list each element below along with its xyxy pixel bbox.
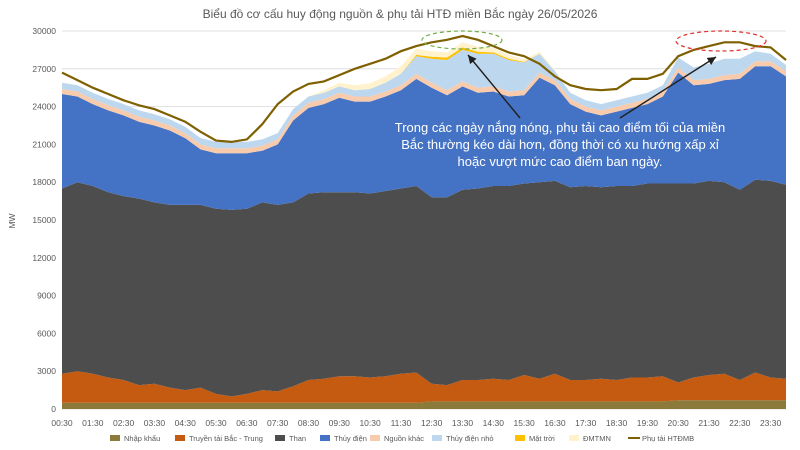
legend-swatch	[569, 435, 579, 441]
annotation-arrow-noon	[467, 54, 521, 119]
legend-swatch	[320, 435, 330, 441]
y-tick-label: 12000	[32, 253, 56, 263]
x-ticks: 00:30 01:30 02:30 03:30 04:30 05:30 06:30 07:30…	[51, 418, 781, 428]
highlight-ellipse-evening	[675, 30, 767, 52]
x-tick-label: 06:30	[236, 418, 258, 428]
area-series-5	[62, 49, 786, 149]
legend-swatch	[370, 435, 380, 441]
x-tick-label: 22:30	[729, 418, 751, 428]
legend: Nhập khẩu Truyền tải Bắc - Trung Than Thủy …	[110, 434, 694, 443]
x-tick-label: 16:30	[544, 418, 566, 428]
x-tick-label: 18:30	[606, 418, 628, 428]
legend-label: Truyền tải Bắc - Trung	[189, 434, 263, 443]
legend-swatch	[275, 435, 285, 441]
x-tick-label: 05:30	[205, 418, 227, 428]
annotation-arrow-evening	[619, 56, 717, 119]
legend-item: Mặt trời	[515, 434, 555, 443]
y-tick-label: 6000	[37, 328, 56, 338]
legend-swatch	[175, 435, 185, 441]
y-tick-label: 0	[51, 404, 56, 414]
load-line-layer	[61, 34, 787, 144]
legend-item: Than	[275, 434, 306, 443]
area-layer	[62, 42, 786, 409]
legend-label: Nhập khẩu	[124, 434, 160, 443]
y-tick-label: 30000	[32, 26, 56, 36]
area-series-2	[62, 179, 786, 397]
area-series-0	[62, 400, 786, 409]
x-tick-label: 12:30	[421, 418, 443, 428]
x-tick-label: 11:30	[391, 418, 412, 428]
y-tick-label: 27000	[32, 64, 56, 74]
y-tick-label: 3000	[37, 366, 56, 376]
annotation-text: Trong các ngày nắng nóng, phụ tải cao đi…	[395, 120, 726, 169]
legend-swatch	[515, 435, 525, 441]
legend-item: Thủy điện nhỏ	[432, 434, 494, 443]
x-tick-label: 17:30	[575, 418, 597, 428]
legend-label: Phụ tải HTĐMB	[642, 434, 694, 443]
highlight-ellipse-noon	[421, 30, 503, 50]
x-tick-label: 09:30	[329, 418, 351, 428]
x-tick-label: 08:30	[298, 418, 320, 428]
area-series-3	[62, 66, 786, 210]
legend-item: Truyền tải Bắc - Trung	[175, 434, 263, 443]
x-tick-label: 00:30	[51, 418, 73, 428]
x-tick-label: 14:30	[483, 418, 505, 428]
x-tick-label: 03:30	[144, 418, 166, 428]
x-tick-label: 07:30	[267, 418, 289, 428]
x-tick-label: 20:30	[668, 418, 690, 428]
x-tick-label: 02:30	[113, 418, 135, 428]
chart-title: Biểu đồ cơ cấu huy động nguồn & phụ tải …	[203, 6, 598, 21]
y-tick-label: 21000	[32, 139, 56, 149]
x-tick-label: 04:30	[175, 418, 197, 428]
legend-label: Thủy điện nhỏ	[446, 434, 494, 443]
y-ticks: 0 3000 6000 9000 12000 15000 18000 21000 24000 27…	[32, 26, 56, 414]
area-series-4	[62, 61, 786, 154]
y-tick-label: 15000	[32, 215, 56, 225]
area-series-1	[62, 371, 786, 403]
y-tick-label: 9000	[37, 291, 56, 301]
legend-swatch	[432, 435, 442, 441]
x-tick-label: 23:30	[760, 418, 782, 428]
x-tick-label: 15:30	[513, 418, 535, 428]
annotation-layer: Trong các ngày nắng nóng, phụ tải cao đi…	[395, 30, 767, 169]
legend-label: ĐMTMN	[583, 434, 611, 443]
x-tick-label: 19:30	[637, 418, 659, 428]
y-axis-label: MW	[7, 213, 17, 228]
legend-item: Nguồn khác	[370, 434, 424, 443]
legend-label: Nguồn khác	[384, 434, 424, 443]
y-tick-label: 24000	[32, 102, 56, 112]
x-tick-label: 01:30	[82, 418, 104, 428]
legend-label: Thủy điện	[334, 434, 367, 443]
legend-item: Phụ tải HTĐMB	[628, 434, 694, 443]
x-tick-label: 10:30	[359, 418, 381, 428]
legend-item: Thủy điện	[320, 434, 367, 443]
x-tick-label: 21:30	[698, 418, 720, 428]
x-tick-label: 13:30	[452, 418, 474, 428]
legend-item: Nhập khẩu	[110, 434, 160, 443]
legend-label: Mặt trời	[529, 434, 555, 443]
legend-label: Than	[289, 434, 306, 443]
legend-item: ĐMTMN	[569, 434, 611, 443]
load-line	[61, 34, 787, 144]
legend-swatch	[110, 435, 120, 441]
y-tick-label: 18000	[32, 177, 56, 187]
